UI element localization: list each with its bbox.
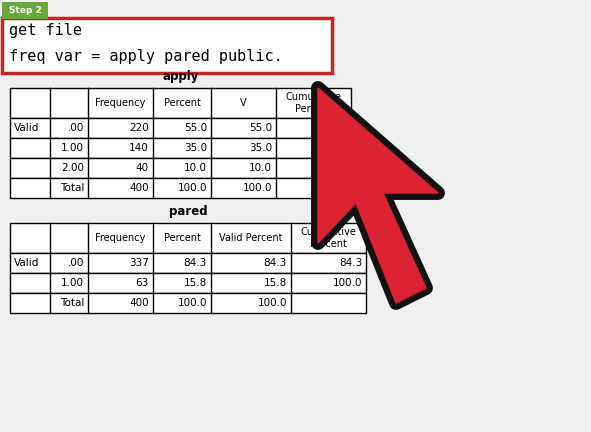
Text: 10.0: 10.0	[249, 163, 272, 173]
Text: Valid: Valid	[14, 258, 40, 268]
FancyBboxPatch shape	[10, 88, 351, 118]
Text: get file: get file	[9, 23, 82, 38]
FancyBboxPatch shape	[10, 293, 366, 313]
Text: .00: .00	[67, 258, 84, 268]
Text: Percent: Percent	[164, 98, 200, 108]
Text: freq var = apply pared public.: freq var = apply pared public.	[9, 48, 282, 64]
Text: 400: 400	[129, 298, 149, 308]
Text: 10.0: 10.0	[184, 163, 207, 173]
Text: 100.0: 100.0	[317, 163, 347, 173]
Polygon shape	[318, 88, 438, 303]
Text: Frequency: Frequency	[95, 98, 146, 108]
Text: Valid: Valid	[14, 123, 40, 133]
Text: Percent: Percent	[164, 233, 200, 243]
Polygon shape	[318, 88, 438, 303]
Text: Total: Total	[60, 183, 84, 193]
Text: 100.0: 100.0	[177, 298, 207, 308]
Text: 55.0: 55.0	[184, 123, 207, 133]
Text: 400: 400	[129, 183, 149, 193]
FancyBboxPatch shape	[2, 18, 332, 73]
Text: 15.8: 15.8	[264, 278, 287, 288]
Text: 337: 337	[129, 258, 149, 268]
Text: 84.3: 84.3	[264, 258, 287, 268]
Text: 100.0: 100.0	[258, 298, 287, 308]
Text: 100.0: 100.0	[242, 183, 272, 193]
FancyBboxPatch shape	[10, 118, 351, 138]
Text: 1.00: 1.00	[61, 143, 84, 153]
Text: 15.8: 15.8	[184, 278, 207, 288]
Text: Cumulative
Percent: Cumulative Percent	[301, 227, 356, 249]
Text: Frequency: Frequency	[95, 233, 146, 243]
Text: 63: 63	[136, 278, 149, 288]
Text: 35.0: 35.0	[249, 143, 272, 153]
Text: 84.3: 84.3	[339, 258, 362, 268]
Text: V: V	[240, 98, 247, 108]
Text: Valid Percent: Valid Percent	[219, 233, 282, 243]
FancyBboxPatch shape	[10, 253, 366, 273]
FancyBboxPatch shape	[10, 223, 366, 253]
Text: Step 2: Step 2	[9, 6, 41, 15]
Text: Cumulative
Percent: Cumulative Percent	[285, 92, 342, 114]
FancyBboxPatch shape	[2, 2, 48, 19]
Text: 1.00: 1.00	[61, 278, 84, 288]
Text: 100.0: 100.0	[333, 278, 362, 288]
Text: 220: 220	[129, 123, 149, 133]
Text: 40: 40	[136, 163, 149, 173]
Text: 140: 140	[129, 143, 149, 153]
Text: 84.3: 84.3	[184, 258, 207, 268]
Text: apply: apply	[163, 70, 199, 83]
Text: 55.0: 55.0	[324, 123, 347, 133]
Text: 55.0: 55.0	[249, 123, 272, 133]
FancyBboxPatch shape	[10, 178, 351, 198]
FancyBboxPatch shape	[10, 273, 366, 293]
Text: pared: pared	[168, 205, 207, 218]
FancyBboxPatch shape	[10, 138, 351, 158]
Text: .00: .00	[67, 123, 84, 133]
Text: Total: Total	[60, 298, 84, 308]
Text: 35.0: 35.0	[184, 143, 207, 153]
FancyBboxPatch shape	[10, 158, 351, 178]
Text: 90.0: 90.0	[324, 143, 347, 153]
Text: 100.0: 100.0	[177, 183, 207, 193]
Text: 2.00: 2.00	[61, 163, 84, 173]
